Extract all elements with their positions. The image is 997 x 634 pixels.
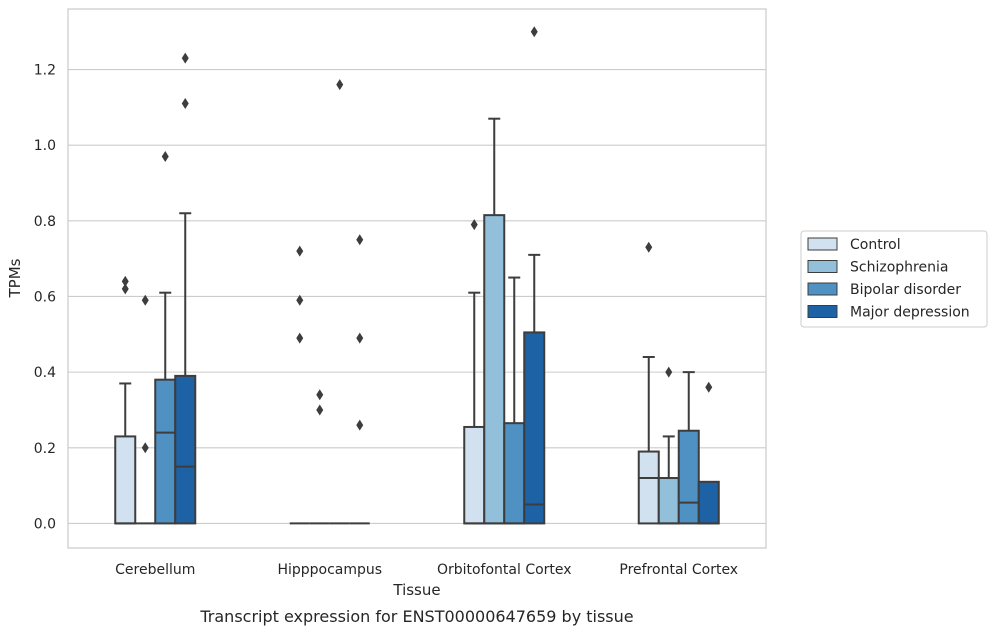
box-group xyxy=(329,79,350,525)
box xyxy=(523,331,546,525)
box-group xyxy=(154,151,177,525)
x-tick-label: Hipppocampus xyxy=(277,562,382,578)
box xyxy=(463,425,486,525)
y-tick-label: 1.0 xyxy=(34,138,56,154)
box xyxy=(637,450,660,525)
box-group xyxy=(463,219,486,525)
y-axis-title: TPMs xyxy=(6,258,24,298)
outlier-point xyxy=(356,234,364,246)
legend-label: Major depression xyxy=(850,305,970,321)
outlier-point xyxy=(141,294,149,306)
legend-swatch xyxy=(807,237,838,251)
legend-label: Schizophrenia xyxy=(850,260,948,276)
outlier-point xyxy=(296,294,304,306)
x-axis-title: Tissue xyxy=(392,581,440,599)
box-group xyxy=(503,276,526,525)
box-group xyxy=(289,245,310,525)
box-group xyxy=(483,117,506,525)
outlier-point xyxy=(705,381,713,393)
box-group xyxy=(523,26,546,525)
box xyxy=(697,480,720,525)
outlier-point xyxy=(181,52,189,64)
box xyxy=(677,429,700,525)
box xyxy=(114,435,137,525)
plot-frame xyxy=(67,8,767,549)
outlier-point xyxy=(121,283,129,295)
box-group xyxy=(697,381,720,525)
legend[interactable]: Control Schizophrenia Bipolar disorder Majo… xyxy=(800,230,988,328)
outlier-point xyxy=(470,219,478,231)
box-group xyxy=(174,52,197,525)
x-tick-label: Orbitofontal Cortex xyxy=(437,562,572,578)
outlier-point xyxy=(356,332,364,344)
outlier-point xyxy=(296,245,304,257)
box xyxy=(154,378,177,525)
outlier-point xyxy=(336,79,344,91)
legend-swatch xyxy=(807,282,838,296)
legend-frame xyxy=(800,230,988,328)
x-tick-labels: Cerebellum Hipppocampus Orbitofontal Corte… xyxy=(115,562,738,578)
box-groups xyxy=(114,26,720,525)
outlier-point xyxy=(296,332,304,344)
box-group xyxy=(309,389,330,525)
outlier-point xyxy=(316,404,324,416)
y-tick-label: 0.8 xyxy=(34,214,56,230)
outlier-point xyxy=(316,389,324,401)
x-tick-label: Cerebellum xyxy=(115,562,195,578)
box-group xyxy=(677,371,700,525)
y-tick-label: 1.2 xyxy=(34,63,56,79)
box-group xyxy=(114,275,137,525)
y-tick-label: 0.2 xyxy=(34,441,56,457)
y-tick-label: 0.6 xyxy=(34,289,56,305)
legend-label: Bipolar disorder xyxy=(850,282,961,298)
box xyxy=(657,477,680,525)
box-group xyxy=(135,294,156,525)
legend-label: Control xyxy=(850,237,901,253)
y-tick-labels: 0.0 0.2 0.4 0.6 0.8 1.0 1.2 xyxy=(34,63,56,533)
y-tick-label: 0.4 xyxy=(34,365,56,381)
box xyxy=(174,374,197,525)
outlier-point xyxy=(181,98,189,110)
x-tick-label: Prefrontal Cortex xyxy=(619,562,738,578)
legend-swatch xyxy=(807,260,838,273)
box-group xyxy=(637,241,660,525)
outlier-point xyxy=(530,26,538,38)
legend-swatch xyxy=(807,305,838,318)
box xyxy=(503,422,526,525)
outlier-point xyxy=(645,241,653,253)
box-group xyxy=(349,234,370,525)
outlier-point xyxy=(121,275,129,287)
box xyxy=(483,214,506,525)
chart-caption: Transcript expression for ENST0000064765… xyxy=(199,607,633,626)
outlier-point xyxy=(665,366,673,378)
outlier-point xyxy=(141,442,149,454)
outlier-point xyxy=(356,419,364,431)
outlier-point xyxy=(161,151,169,163)
y-tick-label: 0.0 xyxy=(34,516,56,532)
